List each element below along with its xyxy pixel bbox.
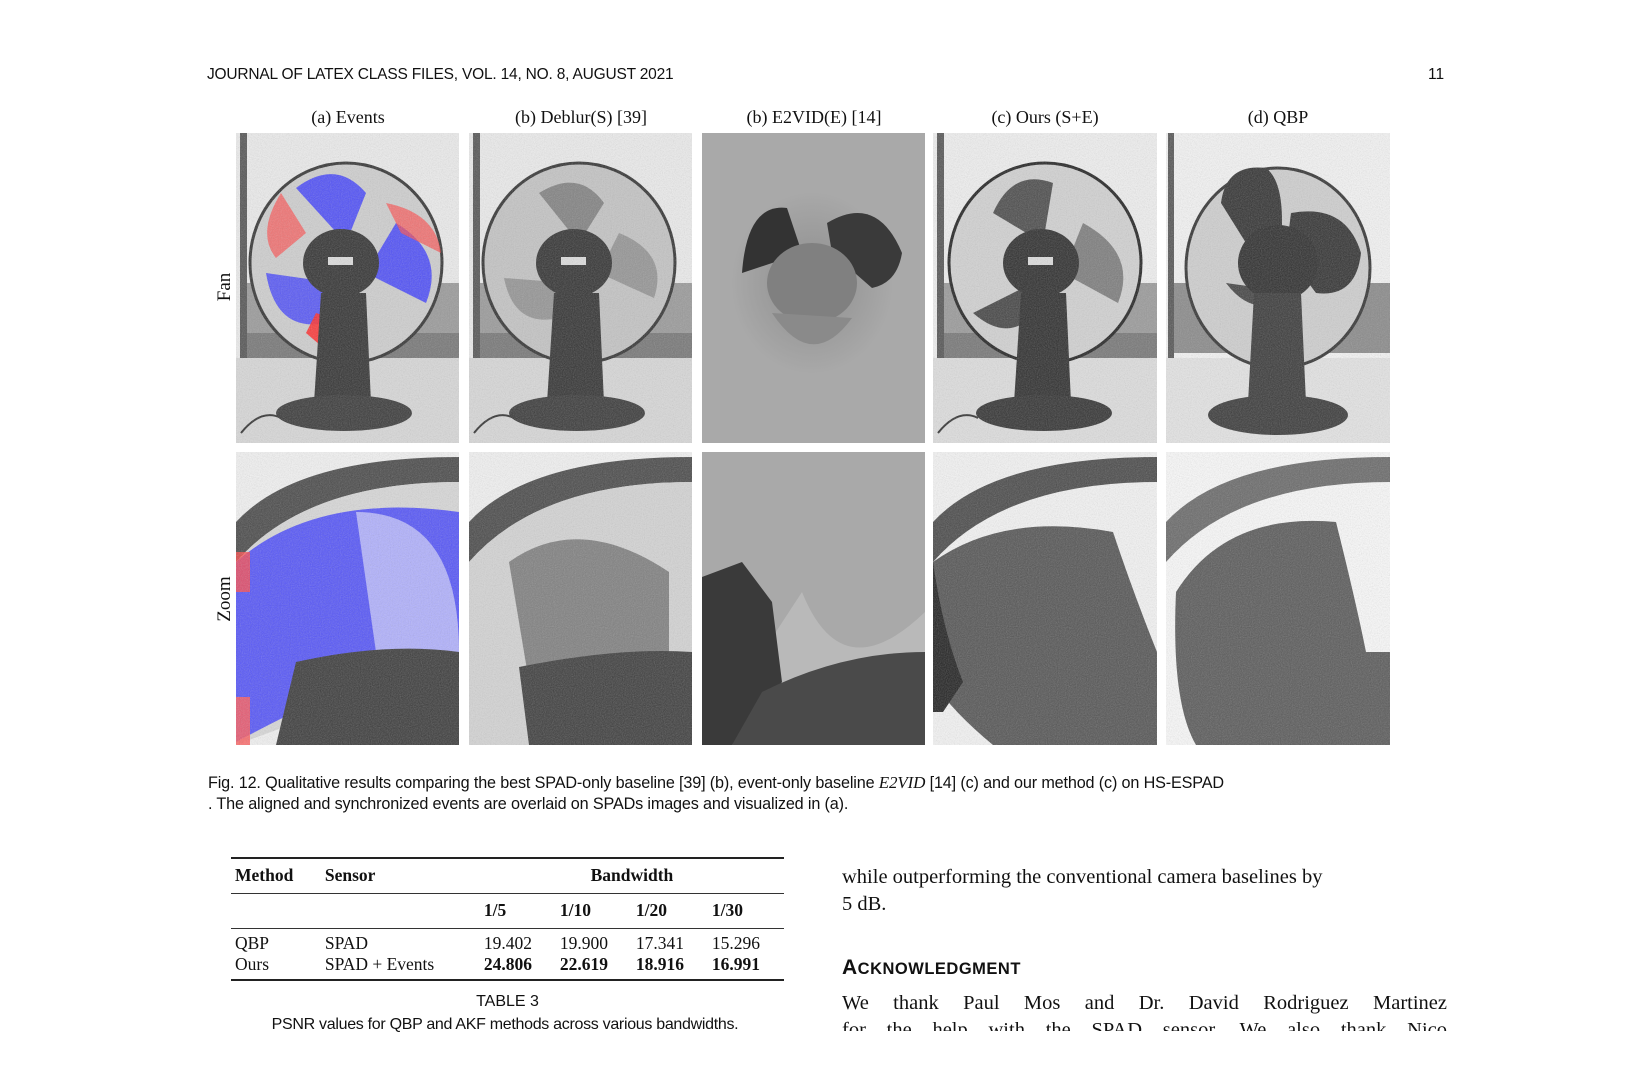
header-bw-1-30: 1/30 <box>711 900 744 920</box>
table-header-row: Method Sensor Bandwidth <box>231 858 784 893</box>
section-heading-acknowledgment: ACKNOWLEDGMENT <box>842 956 1021 979</box>
page-number: 11 <box>1428 66 1445 83</box>
running-header: JOURNAL OF LATEX CLASS FILES, VOL. 14, N… <box>207 66 674 83</box>
cell-value: 15.296 <box>711 933 761 953</box>
zoom-e2vid-illustration <box>702 452 925 745</box>
column-label-events: (a) Events <box>311 107 385 127</box>
cell-value: 19.402 <box>483 933 532 953</box>
column-label-deblur: (b) Deblur(S) [39] <box>515 107 647 127</box>
figure-caption-line1: Fig. 12. Qualitative results comparing t… <box>208 773 1224 792</box>
cell-sensor: SPAD <box>324 933 368 953</box>
cell-value: 16.991 <box>711 954 761 974</box>
zoom-ours-illustration <box>933 452 1157 745</box>
cell-value: 19.900 <box>559 933 608 953</box>
psnr-table: Method Sensor Bandwidth 1/5 1/10 1/20 1/… <box>231 857 784 982</box>
table-caption: PSNR values for QBP and AKF methods acro… <box>271 1016 739 1033</box>
header-method: Method <box>235 865 294 886</box>
image-zoom-ours <box>933 452 1157 745</box>
row-label-fan: Fan <box>214 272 235 302</box>
table-title: TABLE 3 <box>476 993 539 1010</box>
cell-value: 24.806 <box>483 954 532 974</box>
image-fan-qbp <box>1166 133 1390 443</box>
image-zoom-events <box>236 452 459 745</box>
paragraph-line: while outperforming the conventional cam… <box>842 866 1323 888</box>
ack-line-cut: for the help with the SPAD sensor. We al… <box>842 1019 1447 1031</box>
fan-e2vid-illustration <box>702 133 925 443</box>
cell-sensor: SPAD + Events <box>324 954 435 974</box>
header-bw-1-10: 1/10 <box>559 900 591 920</box>
paragraph-line: 5 dB. <box>842 893 887 915</box>
fan-ours-illustration <box>933 133 1157 443</box>
zoom-events-illustration <box>236 452 459 745</box>
ack-line: We thank Paul Mos and Dr. David Rodrigue… <box>842 992 1447 1014</box>
fan-qbp-illustration <box>1166 133 1390 443</box>
column-label-ours: (c) Ours (S+E) <box>991 107 1099 127</box>
cell-value: 22.619 <box>559 954 608 974</box>
figure-caption-line2: . The aligned and synchronized events ar… <box>208 795 849 813</box>
header-bw-1-5: 1/5 <box>483 900 507 920</box>
image-zoom-qbp <box>1166 452 1390 745</box>
image-zoom-e2vid <box>702 452 925 745</box>
table-row: Ours SPAD + Events 24.806 22.619 18.916 … <box>231 954 784 980</box>
zoom-qbp-illustration <box>1166 452 1390 745</box>
row-label-zoom: Zoom <box>214 576 235 622</box>
image-fan-ours <box>933 133 1157 443</box>
column-label-e2vid: (b) E2VID(E) [14] <box>746 107 882 127</box>
image-zoom-deblur <box>469 452 692 745</box>
zoom-deblur-illustration <box>469 452 692 745</box>
cell-method: QBP <box>235 933 270 953</box>
header-bandwidth: Bandwidth <box>590 865 674 886</box>
header-bw-1-20: 1/20 <box>635 900 668 920</box>
table-row: QBP SPAD 19.402 19.900 17.341 15.296 <box>231 928 784 954</box>
header-sensor: Sensor <box>324 865 376 886</box>
column-label-qbp: (d) QBP <box>1247 107 1309 127</box>
table-subheader-row: 1/5 1/10 1/20 1/30 <box>231 893 784 928</box>
image-fan-deblur <box>469 133 692 443</box>
cell-method: Ours <box>235 954 270 974</box>
cell-value: 17.341 <box>635 933 685 953</box>
image-fan-e2vid <box>702 133 925 443</box>
image-fan-events <box>236 133 459 443</box>
cell-value: 18.916 <box>635 954 685 974</box>
figure-caption: Fig. 12. Qualitative results comparing t… <box>208 772 1448 815</box>
fan-deblur-illustration <box>469 133 692 443</box>
fan-events-illustration <box>236 133 459 443</box>
